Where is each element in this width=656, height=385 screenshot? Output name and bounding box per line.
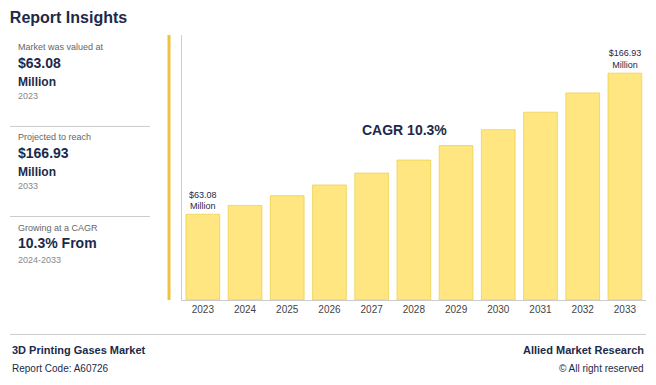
svg-text:$166.93: $166.93	[18, 145, 69, 161]
svg-text:2024-2033: 2024-2033	[18, 255, 61, 265]
svg-text:Report Insights: Report Insights	[10, 9, 127, 26]
svg-text:2025: 2025	[276, 304, 299, 315]
svg-text:2029: 2029	[445, 304, 468, 315]
svg-text:2023: 2023	[18, 91, 38, 101]
svg-text:2028: 2028	[403, 304, 426, 315]
svg-text:2032: 2032	[572, 304, 595, 315]
svg-text:2033: 2033	[18, 181, 38, 191]
svg-text:10.3% From: 10.3% From	[18, 235, 97, 251]
svg-text:$63.08: $63.08	[18, 55, 61, 71]
svg-text:Allied Market Research: Allied Market Research	[523, 344, 644, 356]
svg-text:2026: 2026	[318, 304, 341, 315]
svg-text:Million: Million	[18, 75, 56, 89]
svg-text:2033: 2033	[614, 304, 637, 315]
svg-text:© All right reserved: © All right reserved	[559, 363, 644, 374]
svg-text:Market was valued at: Market was valued at	[18, 42, 104, 52]
svg-text:2031: 2031	[529, 304, 552, 315]
svg-text:2027: 2027	[361, 304, 384, 315]
svg-text:3D Printing Gases Market: 3D Printing Gases Market	[12, 344, 146, 356]
svg-text:2030: 2030	[487, 304, 510, 315]
svg-text:Million: Million	[18, 165, 56, 179]
svg-text:CAGR 10.3%: CAGR 10.3%	[362, 122, 447, 138]
svg-text:2023: 2023	[192, 304, 215, 315]
svg-text:Report Code: A60726: Report Code: A60726	[12, 363, 109, 374]
svg-text:2024: 2024	[234, 304, 257, 315]
svg-text:$166.93Million: $166.93Million	[609, 48, 642, 70]
svg-text:Growing at a CAGR: Growing at a CAGR	[18, 223, 98, 233]
svg-text:Projected to reach: Projected to reach	[18, 132, 91, 142]
svg-text:$63.08Million: $63.08Million	[189, 190, 217, 212]
